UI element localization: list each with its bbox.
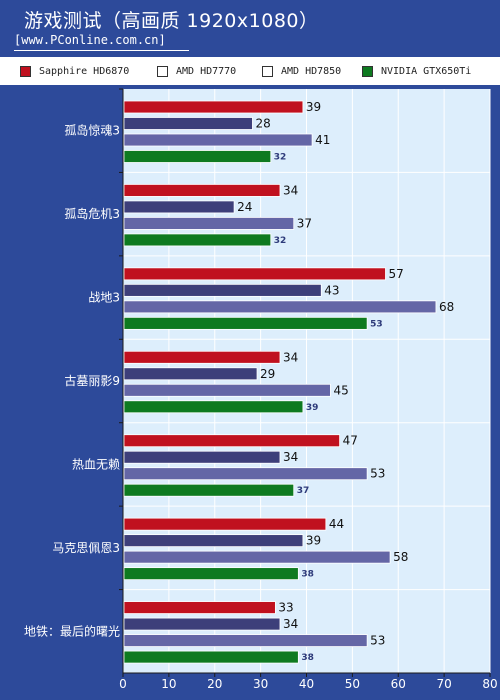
bar: [123, 217, 295, 230]
bar: [123, 350, 281, 364]
legend-label: AMD HD7850: [281, 65, 342, 77]
legend-swatch: [20, 65, 31, 77]
bar: [123, 184, 281, 197]
category-label: 马克思佩恩3: [52, 541, 120, 555]
x-tick-label: 10: [161, 677, 176, 691]
bar: [123, 400, 304, 414]
bar-value-label: 33: [278, 601, 293, 615]
bar: [123, 434, 341, 448]
bar: [123, 450, 281, 464]
bar-value-label: 53: [370, 467, 385, 481]
bar-value-label: 34: [283, 183, 298, 197]
legend-swatch: [362, 65, 373, 77]
bar-value-label: 68: [439, 300, 454, 314]
x-tick-label: 70: [436, 677, 451, 691]
bar: [123, 483, 295, 497]
bar: [123, 117, 253, 130]
subtitle-underline: [14, 50, 189, 51]
x-tick-label: 40: [299, 677, 314, 691]
bar-value-label: 28: [255, 117, 270, 131]
bar-value-label: 45: [333, 383, 348, 397]
bar: [123, 634, 368, 647]
bar-value-label: 53: [370, 634, 385, 648]
bar: [123, 550, 391, 564]
bar: [123, 467, 368, 481]
bar-value-label: 39: [306, 100, 321, 114]
chart-subtitle: [www.PConline.com.cn]: [14, 33, 166, 47]
category-label: 热血无赖: [72, 457, 120, 471]
bar-value-label: 41: [315, 133, 330, 147]
bar: [123, 601, 276, 614]
bar-value-label: 47: [343, 434, 358, 448]
bar-value-label: 24: [237, 200, 252, 214]
bar-value-label: 43: [324, 283, 339, 297]
x-tick-label: 20: [207, 677, 222, 691]
legend-item-sapphire-hd6870: Sapphire HD6870: [20, 64, 129, 78]
bar: [123, 283, 322, 297]
legend-label: Sapphire HD6870: [39, 65, 130, 77]
x-tick-label: 50: [345, 677, 360, 691]
bar: [123, 267, 386, 281]
bar: [123, 567, 299, 581]
bar: [123, 534, 304, 548]
x-tick-label: 30: [253, 677, 268, 691]
bar-value-label: 34: [283, 617, 298, 631]
legend-item-nvidia-gtx650ti: NVIDIA GTX650Ti: [362, 64, 471, 78]
category-label: 地铁：最后的曙光: [24, 623, 120, 638]
bar: [123, 233, 272, 247]
bar-value-label: 57: [388, 267, 403, 281]
category-label: 孤岛危机3: [64, 206, 120, 221]
bar-value-label: 32: [274, 236, 287, 246]
bar: [123, 383, 331, 397]
legend-item-amd-hd7770: AMD HD7770: [157, 64, 236, 78]
bar-value-label: 58: [393, 550, 408, 564]
legend: Sapphire HD6870 AMD HD7770 AMD HD7850 NV…: [0, 57, 500, 85]
bar-value-label: 37: [297, 486, 310, 496]
bar-value-label: 39: [306, 534, 321, 548]
bar: [123, 517, 327, 531]
legend-swatch: [262, 65, 273, 77]
legend-label: AMD HD7770: [176, 65, 237, 77]
bar-value-label: 39: [306, 403, 319, 413]
x-tick-label: 0: [119, 677, 127, 691]
bar-value-label: 37: [297, 216, 312, 230]
bar: [123, 650, 299, 664]
bar: [123, 316, 368, 330]
bar-value-label: 53: [370, 319, 383, 329]
bar-value-label: 34: [283, 350, 298, 364]
bar: [123, 200, 235, 214]
bar-value-label: 44: [329, 517, 344, 531]
legend-label: NVIDIA GTX650Ti: [381, 65, 472, 77]
bar-value-label: 32: [274, 153, 287, 163]
category-label: 战地3: [88, 291, 120, 305]
bar: [123, 150, 272, 163]
category-label: 古墓丽影9: [64, 373, 120, 388]
bar-value-label: 38: [301, 653, 314, 663]
legend-item-amd-hd7850: AMD HD7850: [262, 64, 341, 78]
category-label: 孤岛惊魂3: [64, 123, 120, 138]
bar: [123, 367, 258, 381]
bar-value-label: 29: [260, 367, 275, 381]
chart-title: 游戏测试（高画质 1920x1080）: [24, 10, 319, 32]
bar-value-label: 38: [301, 570, 314, 580]
bar: [123, 300, 437, 314]
bar: [123, 617, 281, 631]
x-tick-label: 80: [482, 677, 497, 691]
bar: [123, 100, 304, 114]
x-tick-label: 60: [391, 677, 406, 691]
bar: [123, 133, 313, 147]
legend-swatch: [157, 65, 168, 77]
bar-value-label: 34: [283, 450, 298, 464]
